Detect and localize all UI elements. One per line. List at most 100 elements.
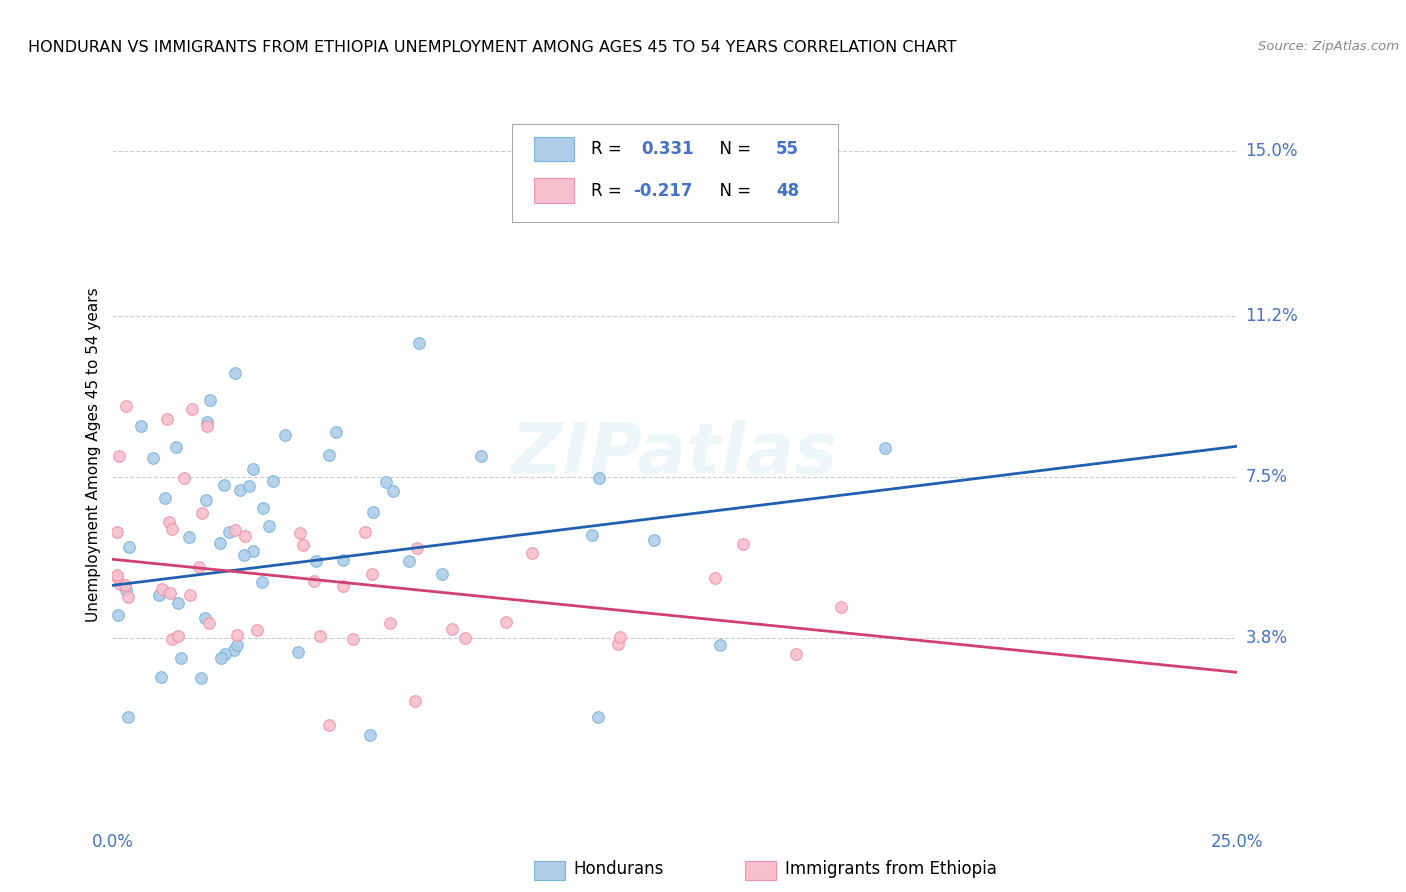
Point — [309, 629, 332, 643]
Point — [342, 632, 364, 647]
Point — [209, 651, 232, 665]
Point — [704, 571, 727, 585]
Text: HONDURAN VS IMMIGRANTS FROM ETHIOPIA UNEMPLOYMENT AMONG AGES 45 TO 54 YEARS CORR: HONDURAN VS IMMIGRANTS FROM ETHIOPIA UNE… — [28, 40, 956, 55]
Text: Hondurans: Hondurans — [574, 860, 664, 878]
Point — [440, 622, 463, 636]
Point — [273, 428, 295, 442]
Point — [165, 440, 187, 454]
Point — [408, 335, 430, 350]
Point — [142, 450, 165, 465]
Point — [430, 566, 453, 581]
Point — [246, 623, 269, 637]
Text: 25.0%: 25.0% — [1211, 833, 1264, 851]
Point — [108, 450, 131, 464]
Point — [291, 538, 314, 552]
Point — [160, 522, 183, 536]
Point — [353, 525, 375, 540]
Point — [224, 366, 246, 380]
Point — [114, 577, 136, 591]
Point — [382, 484, 405, 499]
Point — [195, 415, 218, 429]
Point — [117, 710, 139, 724]
Point — [305, 554, 328, 568]
Point — [181, 402, 204, 417]
Point — [115, 399, 138, 413]
Point — [380, 615, 402, 630]
Point — [398, 554, 420, 568]
Point — [105, 570, 128, 584]
Point — [453, 631, 475, 645]
Point — [179, 588, 201, 602]
Point — [177, 530, 200, 544]
Point — [406, 541, 429, 556]
Point — [731, 537, 754, 551]
Point — [232, 548, 254, 562]
Point — [195, 493, 218, 508]
Point — [167, 629, 190, 643]
Text: 0.331: 0.331 — [641, 140, 693, 158]
Point — [108, 576, 131, 591]
Point — [150, 670, 173, 684]
Point — [159, 585, 181, 599]
Point — [586, 710, 609, 724]
Point — [105, 524, 128, 539]
Point — [155, 491, 177, 506]
Point — [242, 544, 264, 558]
Point — [117, 590, 139, 604]
Point — [148, 588, 170, 602]
Point — [173, 471, 195, 485]
Point — [191, 506, 214, 520]
Point — [242, 462, 264, 476]
Point — [359, 728, 381, 742]
Point — [375, 475, 398, 489]
Point — [218, 524, 240, 539]
Point — [470, 449, 492, 463]
Point — [187, 559, 209, 574]
Point — [233, 529, 256, 543]
Point — [875, 441, 897, 455]
Point — [198, 615, 221, 630]
Point — [332, 578, 354, 592]
Text: 55: 55 — [776, 140, 799, 158]
Text: R =: R = — [591, 182, 627, 200]
Point — [495, 615, 517, 629]
Point — [709, 639, 731, 653]
Point — [404, 694, 426, 708]
Point — [225, 628, 247, 642]
Point — [115, 583, 138, 598]
Point — [302, 574, 325, 588]
Point — [229, 483, 252, 497]
Point — [287, 645, 309, 659]
Point — [131, 418, 153, 433]
Point — [360, 567, 382, 582]
Text: R =: R = — [591, 140, 627, 158]
Text: ZIPatlas: ZIPatlas — [512, 420, 838, 490]
Point — [785, 647, 807, 661]
Text: -0.217: -0.217 — [633, 182, 693, 200]
Point — [252, 501, 274, 516]
Point — [581, 528, 603, 542]
Point — [157, 515, 180, 529]
Point — [607, 637, 630, 651]
Point — [162, 632, 184, 646]
Point — [105, 568, 128, 582]
Point — [520, 546, 543, 560]
Point — [325, 425, 347, 439]
FancyBboxPatch shape — [512, 124, 838, 222]
Text: 48: 48 — [776, 182, 799, 200]
Point — [332, 553, 354, 567]
Point — [107, 608, 129, 623]
Point — [361, 505, 384, 519]
Point — [588, 470, 610, 484]
Point — [198, 392, 221, 407]
Y-axis label: Unemployment Among Ages 45 to 54 years: Unemployment Among Ages 45 to 54 years — [86, 287, 101, 623]
Point — [117, 541, 139, 555]
Point — [609, 630, 631, 644]
Point — [238, 479, 260, 493]
Point — [214, 647, 236, 661]
Point — [257, 519, 280, 533]
Text: N =: N = — [709, 140, 756, 158]
Text: Source: ZipAtlas.com: Source: ZipAtlas.com — [1258, 40, 1399, 54]
Point — [190, 671, 212, 685]
Point — [318, 718, 340, 732]
